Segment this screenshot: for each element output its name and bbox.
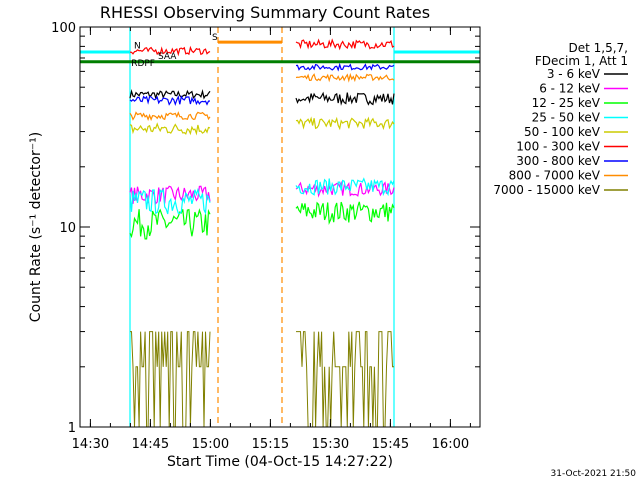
flag-label-rdpf: RDPF — [131, 59, 155, 69]
legend-label-3: 25 - 50 keV — [532, 111, 601, 125]
x-tick-label-5: 15:45 — [372, 437, 409, 452]
x-tick-label-2: 15:00 — [192, 437, 229, 452]
series-trace-3-1 — [295, 177, 395, 197]
series-trace-8-1 — [296, 331, 394, 428]
y-axis-label: Count Rate (s⁻¹ detector⁻¹) — [28, 132, 44, 322]
flag-label-n: N — [134, 42, 141, 52]
legend-label-5: 100 - 300 keV — [516, 140, 600, 154]
legend-header-line-2: FDecim 1, Att 1 — [535, 54, 628, 68]
series-trace-6-0 — [129, 95, 211, 107]
series-trace-7-1 — [295, 72, 395, 83]
legend-label-7: 800 - 7000 keV — [509, 169, 601, 183]
legend-header-line-1: Det 1,5,7, — [569, 41, 629, 55]
axis-ticks: 14:30 14:45 15:00 15:15 15:30 15:45 16:00 1 10 10… — [51, 21, 480, 452]
series-trace-0-0 — [129, 88, 211, 100]
series-trace-4-0 — [129, 122, 211, 136]
series-trace-2-0 — [129, 208, 211, 240]
series-trace-8-0 — [130, 331, 211, 428]
x-tick-label-4: 15:30 — [312, 437, 349, 452]
y-tick-label-1: 10 — [59, 221, 76, 236]
legend-label-8: 7000 - 15000 keV — [493, 183, 600, 197]
legend-label-0: 3 - 6 keV — [547, 67, 601, 81]
chart-title: RHESSI Observing Summary Count Rates — [100, 3, 430, 22]
x-tick-label-3: 15:15 — [252, 437, 289, 452]
flag-label-saa: SAA — [158, 52, 177, 62]
legend-label-4: 50 - 100 keV — [524, 125, 601, 139]
y-tick-label-2: 100 — [51, 21, 76, 36]
series-trace-0-1 — [295, 91, 395, 106]
x-tick-label-1: 14:45 — [132, 437, 169, 452]
series-trace-3-0 — [129, 187, 211, 216]
legend-label-2: 12 - 25 keV — [532, 96, 601, 110]
x-tick-label-0: 14:30 — [72, 437, 109, 452]
series-trace-5-0 — [129, 45, 211, 57]
x-axis-label: Start Time (04-Oct-15 14:27:22) — [167, 454, 393, 470]
series-trace-1-0 — [129, 185, 211, 205]
x-tick-label-6: 16:00 — [432, 437, 469, 452]
series-trace-4-1 — [295, 116, 395, 131]
legend-label-1: 6 - 12 keV — [539, 82, 601, 96]
series-trace-6-1 — [295, 62, 395, 72]
flag-label-s: S — [212, 33, 218, 43]
series-trace-7-0 — [129, 111, 211, 122]
series-trace-2-1 — [295, 201, 395, 225]
legend-label-6: 300 - 800 keV — [516, 154, 600, 168]
y-tick-label-0: 1 — [68, 421, 76, 436]
series-trace-5-1 — [295, 38, 395, 51]
footer-date: 31-Oct-2021 21:50 — [551, 469, 637, 479]
